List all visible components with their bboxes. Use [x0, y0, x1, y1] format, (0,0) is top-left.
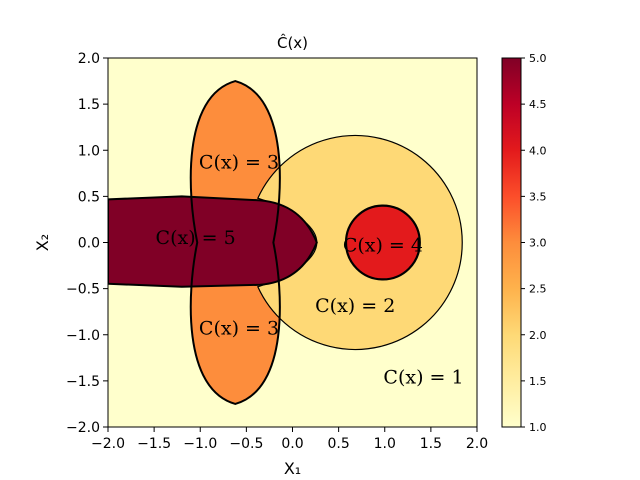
colorbar-tick-label: 5.0 [529, 52, 547, 65]
x-tick-label: −1.5 [137, 436, 171, 452]
colorbar [501, 57, 522, 428]
colorbar-tick-label: 4.0 [529, 144, 547, 157]
colorbar-tick-label: 2.0 [529, 329, 547, 342]
x-tick-label: −0.5 [229, 436, 263, 452]
y-tick-label: 1.5 [78, 97, 100, 113]
colorbar-tick-label: 3.5 [529, 190, 547, 203]
y-tick-label: 2.0 [78, 51, 100, 67]
x-axis-label: X₁ [284, 459, 301, 478]
region-label-3: C(x) = 3 [199, 317, 279, 339]
region-c4-boundary [344, 204, 421, 281]
x-tick-label: 1.5 [420, 436, 442, 452]
region-label-2: C(x) = 3 [199, 151, 279, 173]
region-c5-boundary [108, 195, 318, 288]
y-tick-label: −1.5 [66, 374, 100, 390]
chart-title: Ĉ(x) [277, 33, 308, 52]
region-c5-fill [108, 196, 317, 287]
x-tick-label: −1.0 [183, 436, 217, 452]
x-axis: −2.0 −1.5 −1.0 −0.5 0.0 0.5 1.0 1.5 2.0 [91, 427, 488, 452]
region-labels: C(x) = 1 C(x) = 2 C(x) = 3 C(x) = 3 C(x) = 4… [156, 151, 464, 388]
colorbar-tick-label: 3.0 [529, 237, 547, 250]
colorbar-tick-label: 1.5 [529, 375, 547, 388]
y-tick-label: −2.0 [66, 420, 100, 436]
region-c2-boundary [256, 134, 463, 351]
y-axis: −2.0 −1.5 −1.0 −0.5 0.0 0.5 1.0 1.5 2.0 [66, 51, 108, 436]
region-c3-boundary [189, 80, 281, 405]
colorbar-tick-label: 2.5 [529, 283, 547, 296]
y-tick-label: −1.0 [66, 328, 100, 344]
x-tick-label: 1.0 [374, 436, 396, 452]
x-tick-label: −2.0 [91, 436, 125, 452]
y-tick-label: 1.0 [78, 143, 100, 159]
colorbar-tick-label: 4.5 [529, 98, 547, 111]
x-tick-label: 0.5 [327, 436, 349, 452]
x-tick-label: 0.0 [281, 436, 303, 452]
region-label-4: C(x) = 4 [343, 234, 423, 256]
colorbar-axis: 1.0 1.5 2.0 2.5 3.0 3.5 4.0 4.5 5.0 [521, 52, 547, 434]
y-tick-label: −0.5 [66, 282, 100, 298]
x-tick-label: 2.0 [466, 436, 488, 452]
colorbar-tick-label: 1.0 [529, 421, 547, 434]
y-tick-label: 0.5 [78, 189, 100, 205]
region-label-5: C(x) = 5 [156, 227, 236, 249]
y-tick-label: 0.0 [78, 236, 100, 252]
region-label-0: C(x) = 1 [383, 366, 463, 388]
region-label-1: C(x) = 2 [315, 295, 395, 317]
region-c4-fill [346, 205, 420, 280]
heatmap-area [108, 58, 477, 427]
y-axis-label: X₂ [33, 234, 52, 251]
